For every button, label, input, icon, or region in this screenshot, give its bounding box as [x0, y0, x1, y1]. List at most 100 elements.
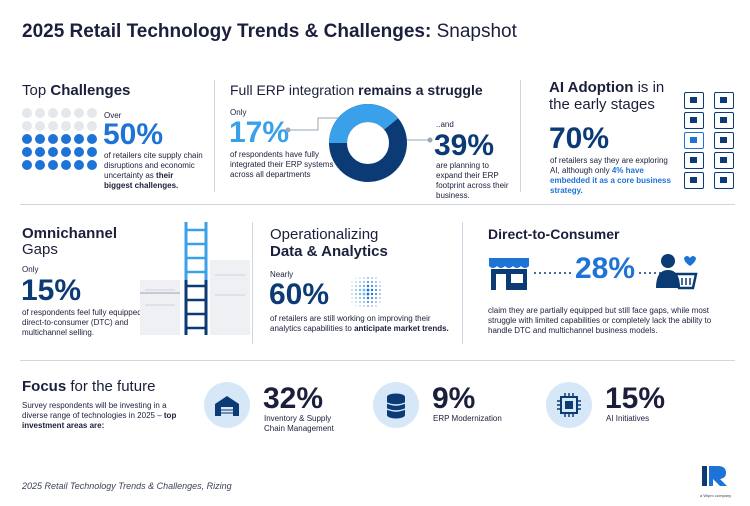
erp-only: Only	[230, 108, 247, 117]
focus-heading: Focus for the future	[22, 378, 156, 395]
erp-desc-39: are planning to expand their ERP footpri…	[436, 161, 509, 200]
focus-desc: Survey respondents will be investing in …	[22, 401, 177, 430]
data-stat: 60%	[269, 278, 330, 311]
sphere-dot	[359, 305, 361, 307]
dot	[35, 108, 45, 118]
dot	[61, 134, 71, 144]
omni-heading: Omnichannel Gaps	[22, 225, 118, 258]
dot	[35, 134, 45, 144]
dtc-heading: Direct-to-Consumer	[488, 226, 620, 242]
divider-col-1	[214, 80, 215, 192]
sphere-dot	[370, 284, 374, 288]
sphere-dot	[379, 297, 381, 299]
divider-col-2	[520, 80, 521, 192]
sphere-dot	[351, 289, 353, 291]
sphere-dot	[370, 288, 374, 292]
sphere-dot	[375, 301, 377, 303]
focus-label-inventory: Inventory & Supply Chain Management	[264, 414, 334, 433]
sphere-dot	[355, 293, 357, 295]
challenges-over: Over	[104, 111, 122, 120]
dot	[48, 160, 58, 170]
sphere-dot	[351, 301, 353, 303]
focus-stat-inventory: 32%	[263, 382, 324, 415]
omni-desc: of respondents feel fully equipped for d…	[22, 308, 154, 337]
logo-subtext: a Wipro company	[700, 493, 732, 498]
dot	[87, 160, 97, 170]
divider-col-4	[462, 222, 463, 344]
erp-connector	[285, 117, 433, 143]
dtc-desc: claim they are partially equipped but st…	[488, 306, 712, 335]
sphere-dot	[359, 281, 361, 283]
dot	[48, 121, 58, 131]
ai-chip	[714, 132, 734, 149]
dot	[74, 121, 84, 131]
ai-chip	[714, 152, 734, 169]
sphere-dot	[371, 301, 373, 303]
ai-chip	[684, 152, 704, 169]
dot	[87, 121, 97, 131]
sphere-dot	[358, 296, 362, 300]
sphere-dot	[370, 292, 374, 296]
divider-row-1	[20, 204, 735, 205]
erp-stat-39: 39%	[434, 129, 495, 162]
sphere-dot	[370, 296, 374, 300]
ai-chip-grid	[684, 92, 734, 189]
challenges-heading: Top Challenges	[22, 82, 131, 99]
sphere-dot	[351, 293, 353, 295]
erp-donut-chart	[329, 104, 407, 182]
erp-stat-17: 17%	[229, 116, 290, 149]
ladder-illustration	[140, 222, 250, 335]
sphere-dot	[355, 297, 357, 299]
sphere-dot	[379, 289, 381, 291]
sphere-dot	[362, 288, 366, 292]
sphere-dot	[363, 281, 365, 283]
dot	[61, 160, 71, 170]
erp-heading: Full ERP integration remains a struggle	[230, 82, 483, 98]
page-title-light: Snapshot	[436, 21, 517, 42]
sphere-dot	[379, 281, 381, 283]
dot	[74, 134, 84, 144]
chip-icon	[546, 382, 592, 428]
sphere-dot	[359, 301, 361, 303]
sphere-dot	[358, 292, 362, 296]
sphere-dot	[358, 288, 362, 292]
sphere-dot	[362, 284, 366, 288]
sphere-dot	[379, 301, 381, 303]
focus-stat-ai: 15%	[605, 382, 666, 415]
divider-col-3	[252, 222, 253, 344]
warehouse-icon	[204, 382, 250, 428]
data-heading: Operationalizing Data & Analytics	[270, 226, 388, 260]
sphere-dot	[367, 277, 369, 279]
dot	[74, 147, 84, 157]
focus-label-erp: ERP Modernization	[433, 414, 502, 423]
ai-heading: AI Adoption is in the early stages	[549, 79, 665, 113]
sphere-dot	[371, 277, 373, 279]
data-nearly: Nearly	[270, 270, 294, 279]
sphere-dot	[351, 281, 353, 283]
focus-label-ai: AI Initiatives	[606, 414, 650, 423]
dot	[74, 160, 84, 170]
sphere-dot	[367, 281, 369, 283]
donut-share	[329, 104, 407, 182]
dot	[61, 147, 71, 157]
erp-and: ..and	[436, 120, 454, 129]
sphere-dot	[358, 284, 362, 288]
dot	[61, 121, 71, 131]
dot	[61, 108, 71, 118]
sphere-dot	[367, 301, 369, 303]
sphere-dot	[355, 305, 357, 307]
sphere-dot	[355, 289, 357, 291]
dot	[87, 108, 97, 118]
storefront-icon	[489, 258, 529, 290]
dot	[87, 134, 97, 144]
omni-stat: 15%	[21, 274, 82, 307]
dot	[22, 134, 32, 144]
sphere-dot	[351, 297, 353, 299]
dot	[74, 108, 84, 118]
dot	[22, 108, 32, 118]
sphere-dot	[366, 288, 370, 292]
sphere-dot	[366, 284, 370, 288]
dot	[22, 121, 32, 131]
sphere-dot	[379, 285, 381, 287]
divider-row-2	[20, 360, 735, 361]
